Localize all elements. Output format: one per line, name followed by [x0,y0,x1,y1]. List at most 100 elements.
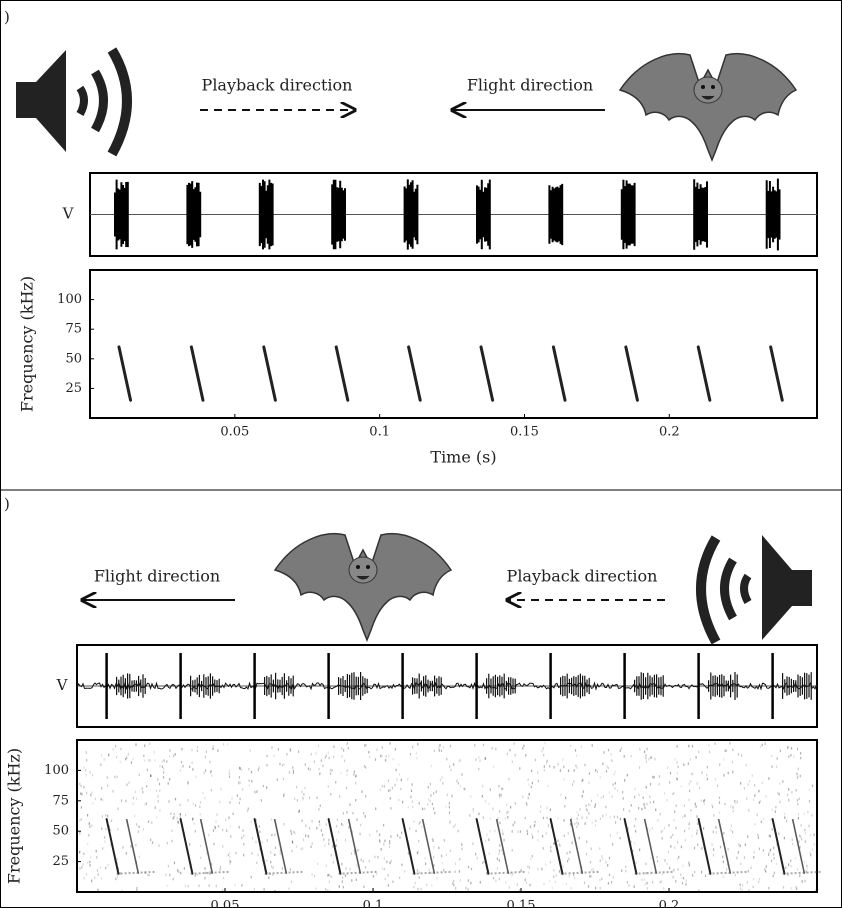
spectrogram-noise [639,748,640,751]
spectrogram-noise [321,829,322,832]
spectrogram-noise [303,798,304,801]
spectrogram-noise [324,844,325,847]
spectrogram-noise [771,755,772,758]
spectrogram-noise [361,790,362,793]
spectrogram-noise [84,877,85,880]
spectrogram-noise [792,838,793,841]
spectrogram-noise [733,810,734,813]
spectrogram-noise [419,802,420,805]
spectrogram-noise [256,790,257,793]
spectrogram-noise [669,867,670,870]
spectrogram-noise [792,843,793,846]
spectrogram-noise [601,797,602,800]
spectrogram-noise [488,839,489,842]
spectrogram-noise [321,759,322,762]
spectrogram-noise [543,847,544,850]
spectrogram-noise [188,885,189,888]
spectrogram-noise [449,806,450,809]
spectrogram-noise [546,832,547,835]
spectrogram-noise [79,783,80,786]
echo [645,819,657,874]
spectrogram-noise [446,805,447,808]
spectrogram-noise [146,785,147,788]
spectrogram-noise [506,804,507,807]
spectrogram-noise [585,822,586,825]
spectrogram-noise [380,789,381,792]
spectrogram-noise [292,766,293,769]
spectrogram-noise [315,752,316,755]
spectrogram-noise [654,758,655,761]
spectrogram-noise [219,801,220,804]
spectrogram-noise [563,766,564,769]
spectrogram-noise [793,755,794,758]
spectrogram-noise [584,882,585,885]
spectrogram-noise [754,794,755,797]
spectrogram-noise [546,762,547,765]
spectrogram-noise [652,827,653,830]
spectrogram-noise [493,877,494,880]
spectrogram-noise [784,816,785,819]
spectrogram-noise [770,818,771,821]
spectrogram-noise [815,889,816,892]
spectrogram-noise [670,845,671,848]
spectrogram-noise [312,820,313,823]
spectrogram-noise [634,885,635,888]
spectrogram-noise [270,861,271,864]
spectrogram-noise [502,829,503,832]
spectrogram-noise [223,877,224,880]
spectrogram-noise [318,745,319,748]
spectrogram-noise [686,880,687,883]
spectrogram-noise [211,774,212,777]
spectrogram-noise [775,806,776,809]
spectrogram-noise [600,776,601,779]
spectrogram-noise [601,878,602,881]
spectrogram-noise [274,854,275,857]
spectrogram-noise [713,831,714,834]
spectrogram-noise [422,808,423,811]
spectrogram-noise [765,743,766,746]
spectrogram-noise [393,758,394,761]
spectrogram-noise [216,813,217,816]
x-tick-label: 0.1 [363,899,384,908]
spectrogram-noise [128,781,129,784]
spectrogram-noise [585,804,586,807]
call [336,347,348,400]
spectrogram-noise [376,830,377,833]
spectrogram-noise [165,874,166,877]
spectrogram-noise [338,831,339,834]
spectrogram-noise [804,861,805,864]
spectrogram-noise [810,834,811,837]
spectrogram-noise [689,823,690,826]
spectrogram-noise [796,789,797,792]
spectrogram-noise [357,849,358,852]
echo-tail [191,872,231,874]
spectrogram-noise [87,814,88,817]
spectrogram-noise [159,765,160,768]
spectrogram-noise [305,763,306,766]
spectrogram-noise [499,859,500,862]
spectrogram-noise [530,884,531,887]
spectrogram-noise [643,796,644,799]
spectrogram-noise [499,852,500,855]
spectrogram-noise [421,888,422,891]
spectrogram-noise [298,750,299,753]
spectrogram-noise [773,853,774,856]
spectrogram-noise [172,817,173,820]
spectrogram-noise [363,812,364,815]
spectrogram-noise [402,801,403,804]
call [773,819,785,874]
spectrogram-noise [427,803,428,806]
spectrogram-noise [242,829,243,832]
spectrogram-noise [786,820,787,823]
spectrogram-noise [645,883,646,886]
spectrogram-noise [769,852,770,855]
spectrogram-noise [639,794,640,797]
spectrogram-noise [575,749,576,752]
spectrogram-noise [419,876,420,879]
spectrogram-noise [690,780,691,783]
spectrogram-noise [770,835,771,838]
spectrogram-noise [152,841,153,844]
spectrogram-noise [772,765,773,768]
spectrogram-noise [507,811,508,814]
echo [127,819,139,874]
